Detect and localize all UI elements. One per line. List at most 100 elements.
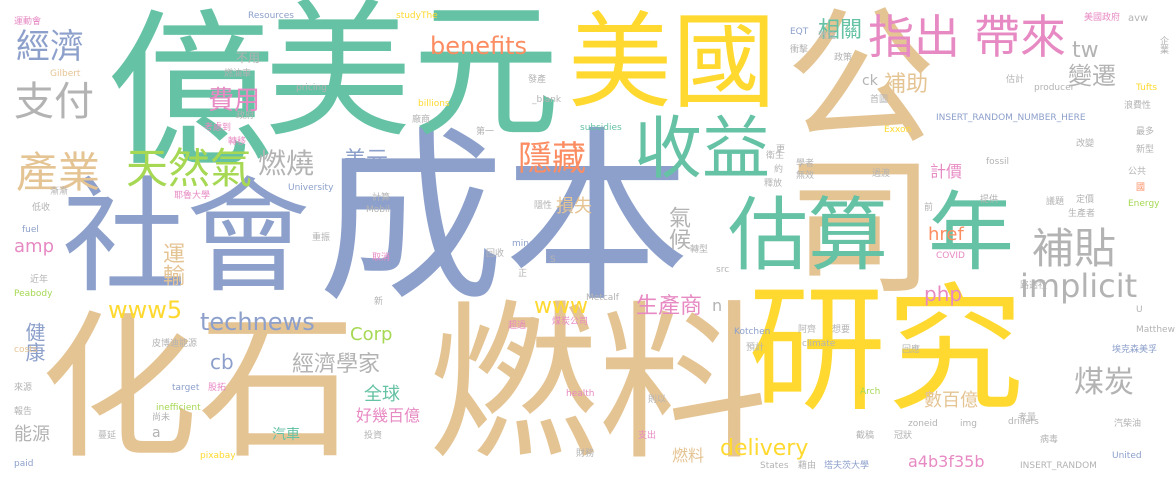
word-subsidies: subsidies — [580, 123, 622, 133]
word-fossil: fossil — [986, 157, 1010, 167]
word-yi: 億 — [78, 2, 274, 170]
word-paid: paid — [14, 459, 34, 469]
word-xin-xing: 新型 — [1136, 145, 1155, 155]
word-inefficient: inefficient — [156, 403, 201, 413]
word-bu-zhu: 補助 — [884, 72, 929, 97]
word-kao-liang: 考量 — [1018, 413, 1037, 423]
word-implicit: implicit — [1020, 267, 1138, 305]
word-eqt: EQT — [790, 27, 809, 37]
word-heng-ji: 衝擊 — [790, 45, 809, 55]
word-chan-shang: 廠商 — [412, 115, 431, 125]
word-covid: COVID — [936, 251, 965, 261]
word-jing-ji: 經濟 — [16, 27, 84, 67]
word-yi-ti: 議題 — [1046, 197, 1065, 207]
word-yun-shu: 運輸 — [159, 242, 184, 286]
word-zhong-zhen: 重振 — [312, 233, 331, 243]
word-health: health — [566, 389, 595, 399]
word-ran-liao: 燃料 — [428, 286, 769, 482]
word-yue: 約 — [774, 165, 784, 175]
word-tw: tw — [1072, 38, 1099, 63]
word-peabody: Peabody — [14, 289, 53, 299]
word-cheng-ben: 成本 — [318, 110, 691, 327]
word-climate: climate — [802, 339, 836, 349]
word-gu-suan: 估算 — [728, 189, 888, 282]
word-avw: avw — [1128, 13, 1149, 24]
word-bu-yong: 不用 — [236, 51, 261, 65]
word-cai-wu: 財務 — [576, 449, 595, 459]
word-gong-si: 公司 — [760, 0, 934, 298]
word-guo: 國 — [1136, 183, 1146, 193]
word-zhi-fu: 支付 — [14, 79, 94, 125]
word-insert-random: INSERT_RANDOM — [1020, 461, 1097, 471]
word-gu-tuo: 股拓 — [208, 383, 227, 393]
word-insert-random-number-here: INSERT_RANDOM_NUMBER_HERE — [936, 113, 1086, 123]
word-shang-wei: 尚未 — [152, 413, 171, 423]
word-quan-qiu: 全球 — [364, 384, 400, 405]
word-xiao-jiao: 效益 — [818, 31, 837, 41]
word-dai-lai: 帶來 — [974, 10, 1066, 64]
word-zheng-fu: 政府 — [236, 111, 255, 121]
word-shou-yi: 收益 — [634, 110, 771, 189]
word-man-yan: 蔓延 — [98, 431, 117, 441]
word-target: target — [172, 383, 200, 393]
word-guo-du: 過渡 — [872, 169, 891, 179]
word-lang-fei-xing: 浪費性 — [1124, 101, 1152, 111]
word-bu-tie: 補貼 — [1032, 224, 1117, 273]
word-zheng: 正 — [518, 269, 528, 279]
word-ai-ke-sen-mei-zi: 埃克森美孚 — [1112, 345, 1158, 355]
word-geng: 更 — [776, 145, 786, 155]
word-xue-zhe: 學者 — [796, 159, 815, 169]
word-blank: _blank — [532, 95, 562, 105]
word-jing-ji-xue-jia: 經濟學家 — [292, 352, 381, 377]
word-neng-yuan: 能源 — [14, 424, 50, 445]
word-zhuan-yi: 轉移 — [228, 137, 247, 147]
word-src: src — [716, 265, 730, 275]
word-n: n — [712, 296, 723, 315]
word-yu-ji: 預計 — [746, 343, 765, 353]
word-qi-che: 汽車 — [272, 427, 300, 443]
word-technews: technews — [200, 308, 315, 336]
word-arch: Arch — [860, 387, 881, 397]
word-hua-shi: 化石 — [40, 297, 356, 481]
word-study-the: studyThe — [396, 11, 438, 21]
word-jian-kang: 健康 — [22, 322, 46, 362]
word-kao-lv-dao: 考慮到 — [204, 123, 232, 133]
word-chao-yue: 超過 — [508, 321, 527, 331]
word-benefits: benefits — [430, 32, 528, 60]
word-xiang-guan: 相關 — [818, 18, 863, 43]
word-ji-jia: 計價 — [930, 162, 963, 181]
word-u: U — [1136, 305, 1143, 315]
word-ran-liao-small: 燃料 — [672, 446, 705, 465]
word-pixabay: pixabay — [200, 451, 236, 461]
word-ran-you-che: 燃油車 — [224, 69, 252, 79]
word-wu-xiao: 無效 — [796, 171, 815, 181]
word-cb: cb — [210, 350, 234, 374]
word-resources: Resources — [248, 11, 294, 21]
word-s: S — [550, 255, 556, 265]
word-zhuan-xing: 轉型 — [690, 245, 709, 255]
word-mei-guo-zheng-fu: 美國政府 — [1084, 13, 1121, 23]
word-lai-yuan: 來源 — [14, 383, 33, 393]
word-tufts: Tufts — [1136, 83, 1158, 93]
word-bian-qian: 變遷 — [1068, 62, 1116, 90]
word-jin-nian: 近年 — [30, 275, 49, 285]
word-jie-cheng: 截稿 — [856, 431, 875, 441]
word-mei-guo: 美國 — [568, 1, 777, 123]
word-billions: billions — [418, 99, 450, 109]
word-delivery: delivery — [720, 436, 809, 461]
word-guan-zhuang: 冠狀 — [894, 431, 913, 441]
word-hui-shou: 回收 — [486, 249, 505, 259]
word-sun-shi: 損失 — [556, 196, 592, 217]
word-yin-xing: 隱性 — [534, 201, 553, 211]
word-sheng-chan-shang: 生產商 — [636, 294, 703, 319]
word-ye-lu-da-xue: 耶魯大學 — [174, 191, 211, 201]
word-metcalf: Metcalf — [586, 293, 619, 303]
word-gai-bian: 改變 — [1076, 139, 1095, 149]
word-ji-suan: 計算 — [372, 193, 391, 203]
word-mei-yuan: 美元 — [264, 0, 560, 158]
word-lu-tou-she: 路透社 — [1020, 281, 1048, 291]
word-ck: ck — [862, 73, 878, 89]
word-wei-sheng: 衛生 — [766, 151, 785, 161]
word-amp: amp — [14, 236, 54, 257]
